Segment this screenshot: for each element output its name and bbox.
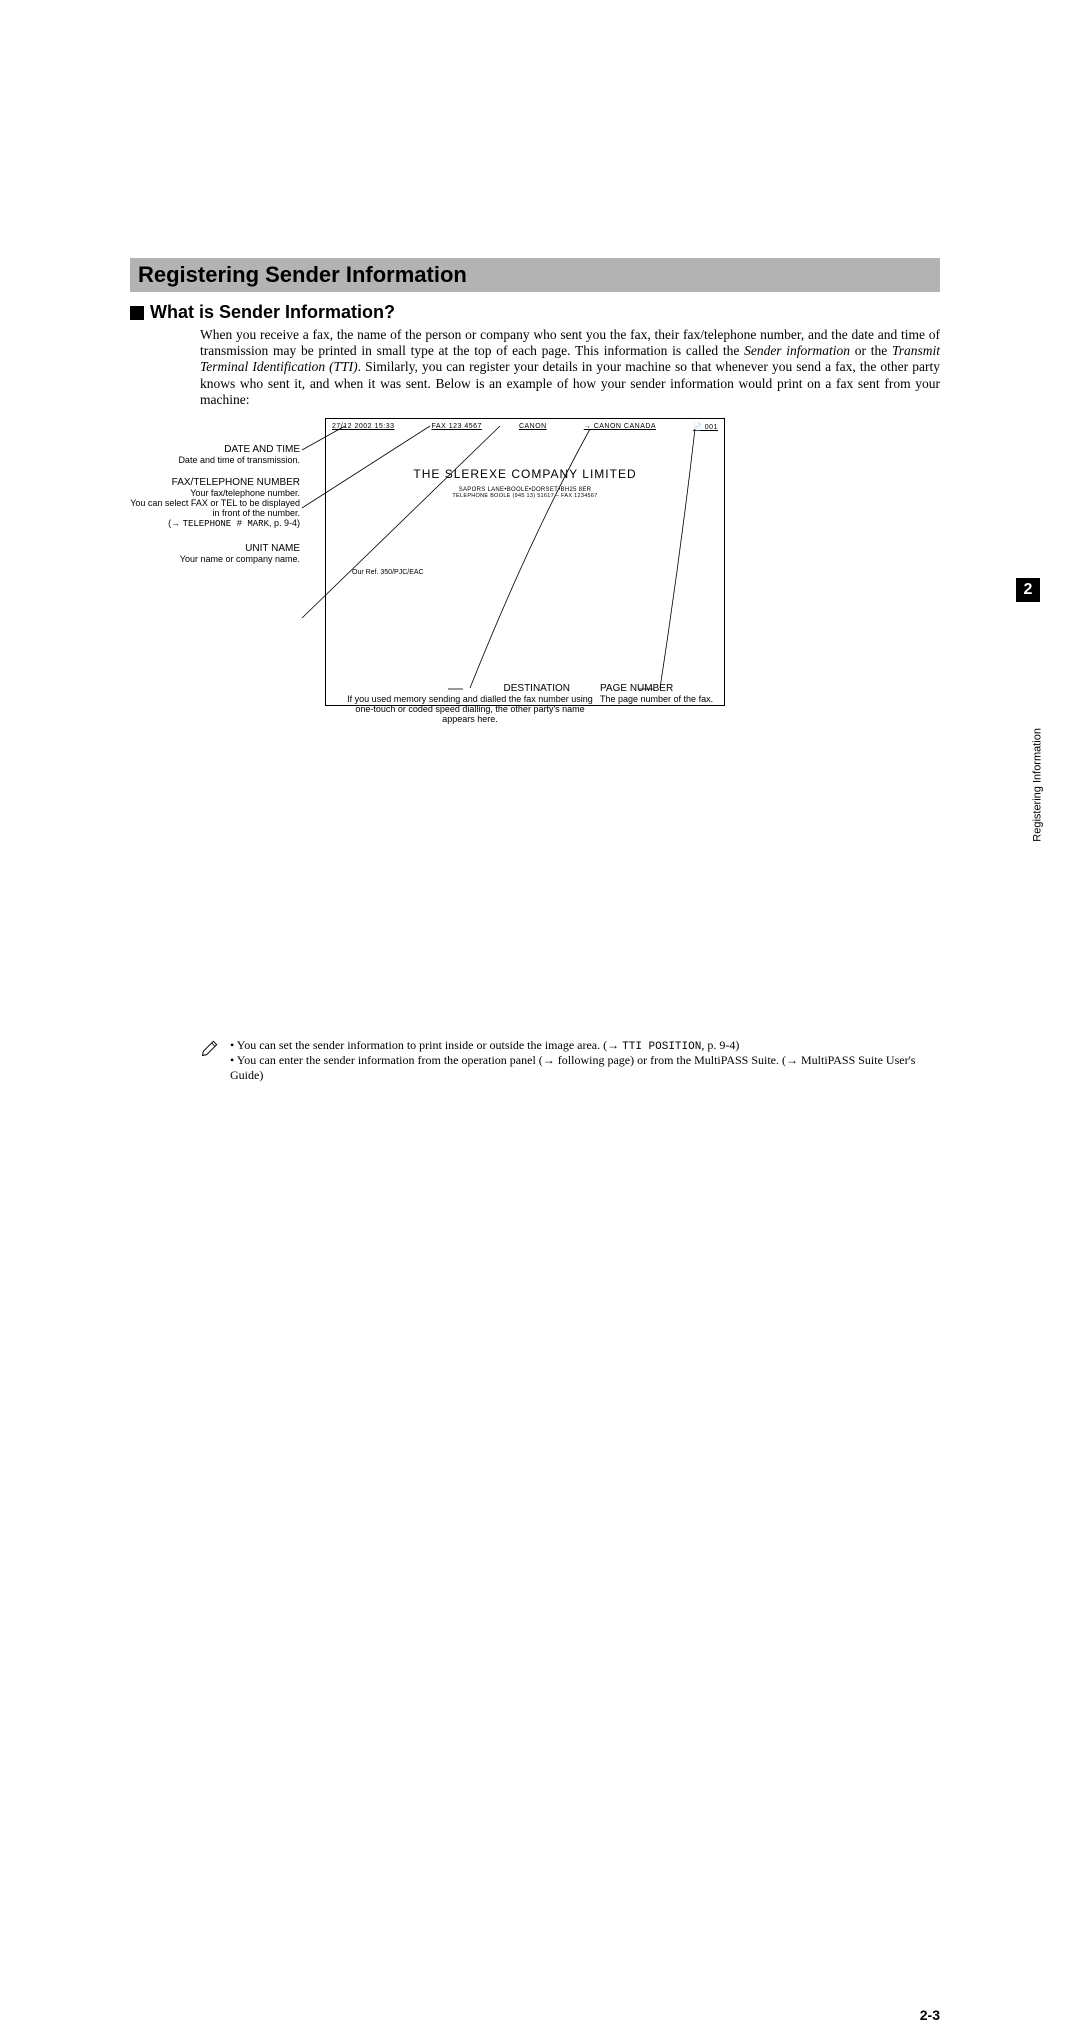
subheading-row: What is Sender Information? [130,302,940,323]
notes-list: You can set the sender information to pr… [230,1038,940,1083]
body-italic1: Sender information [744,343,850,358]
side-chapter-label: Registering Information [1032,728,1044,842]
note1-mono: TTI POSITION [622,1041,701,1053]
label-faxnum-desc2: You can select FAX or TEL to be displaye… [130,498,300,518]
label-dest-title: DESTINATION [340,683,600,694]
label-unit-title: UNIT NAME [130,543,300,554]
fax-preview-box: 27/12 2002 15:33 FAX 123 4567 CANON → CA… [325,418,725,706]
label-datetime-title: DATE AND TIME [130,444,300,455]
label-faxnum-title: FAX/TELEPHONE NUMBER [130,477,300,488]
label-destination: DESTINATION If you used memory sending a… [340,683,600,724]
fax-header-page: 📄 001 [693,423,718,431]
notes-block: You can set the sender information to pr… [200,1038,940,1083]
fax-header-row: 27/12 2002 15:33 FAX 123 4567 CANON → CA… [332,423,718,431]
fax-diagram: DATE AND TIME Date and time of transmiss… [130,418,940,718]
label-faxnum: FAX/TELEPHONE NUMBER Your fax/telephone … [130,477,300,529]
label-faxnum-code: (→ TELEPHONE # MARK, p. 9-4) [130,518,300,529]
fax-telephone: TELEPHONE BOOLE (945 13) 51617 – FAX 123… [326,493,724,499]
note-item-1: You can set the sender information to pr… [230,1038,940,1053]
label-dest-desc: If you used memory sending and dialled t… [340,694,600,724]
label-datetime: DATE AND TIME Date and time of transmiss… [130,444,300,465]
document-page: Registering Sender Information What is S… [130,258,940,1083]
fax-header-name: CANON [519,423,547,431]
chapter-tab: 2 [1016,578,1040,602]
left-callout-labels: DATE AND TIME Date and time of transmiss… [130,418,300,576]
label-unit: UNIT NAME Your name or company name. [130,543,300,564]
body-part2: or the [850,343,892,358]
subheading-text: What is Sender Information? [150,302,395,323]
code-b: TELEPHONE # MARK [183,519,269,529]
section-title: Registering Sender Information [138,262,932,288]
label-unit-desc: Your name or company name. [130,554,300,564]
code-a: (→ [168,518,183,528]
label-datetime-desc: Date and time of transmission. [130,455,300,465]
label-faxnum-desc: Your fax/telephone number. [130,488,300,498]
note1-c: , p. 9-4) [701,1038,739,1052]
fax-reference: Our Ref. 350/PJC/EAC [352,569,424,576]
fax-header-date: 27/12 2002 15:33 [332,423,395,431]
code-c: , p. 9-4) [269,518,300,528]
intro-paragraph: When you receive a fax, the name of the … [200,327,940,408]
square-bullet-icon [130,306,144,320]
fax-company: THE SLEREXE COMPANY LIMITED [326,467,724,481]
label-page-title: PAGE NUMBER [600,683,720,694]
section-title-bar: Registering Sender Information [130,258,940,292]
note-icon [200,1038,220,1083]
note1-a: You can set the sender information to pr… [237,1038,622,1052]
page-number: 2-3 [920,2007,940,2023]
label-pagenum: PAGE NUMBER The page number of the fax. [600,683,720,704]
fax-header-dest: → CANON CANADA [584,423,656,431]
note-item-2: You can enter the sender information fro… [230,1053,940,1083]
label-page-desc: The page number of the fax. [600,694,720,704]
fax-header-faxnum: FAX 123 4567 [432,423,482,431]
